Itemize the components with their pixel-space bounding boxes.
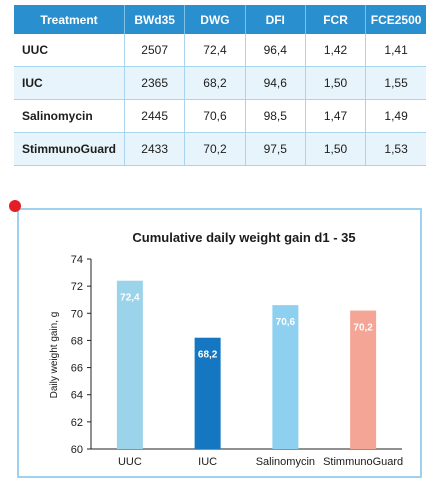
cell-fce2500: 1,41 [365,34,426,67]
bar-value-label: 68,2 [198,350,218,361]
cell-treatment: StimmunoGuard [14,132,125,166]
table-row: StimmunoGuard 2433 70,2 97,5 1,50 1,53 [14,132,426,166]
x-tick-label: StimmunoGuard [323,456,403,468]
y-tick-label: 70 [71,308,83,320]
red-dot-marker [9,200,21,212]
table-row: UUC 2507 72,4 96,4 1,42 1,41 [14,34,426,67]
bar-salinomycin [272,305,299,449]
y-axis-label: Daily weight gain, g [49,312,60,399]
y-tick-label: 74 [71,254,83,266]
cell-dfi: 98,5 [245,99,306,133]
bar-value-label: 72,4 [120,293,140,304]
cell-dfi: 94,6 [245,66,306,100]
x-tick-label: Salinomycin [256,456,315,468]
header-bwd35: BWd35 [124,5,186,34]
x-tick-label: UUC [118,456,142,468]
header-fcr: FCR [305,5,367,34]
y-axis-ticks: 60 62 64 66 68 70 72 74 [71,254,91,456]
x-tick-label: IUC [198,456,217,468]
cell-treatment: UUC [14,34,125,67]
cell-dwg: 70,6 [184,99,246,133]
cell-fcr: 1,50 [305,66,367,100]
cell-dwg: 72,4 [184,34,246,67]
y-tick-label: 66 [71,363,83,375]
table-header-row: Treatment BWd35 DWG DFI FCR FCE2500 [14,5,426,34]
cell-bwd35: 2433 [124,132,186,166]
cell-fce2500: 1,53 [365,132,426,166]
cell-fcr: 1,50 [305,132,367,166]
chart-title: Cumulative daily weight gain d1 - 35 [132,230,355,245]
cell-bwd35: 2365 [124,66,186,100]
y-tick-label: 72 [71,281,83,293]
cell-dfi: 96,4 [245,34,306,67]
cell-fce2500: 1,55 [365,66,426,100]
bar-iuc [194,337,221,449]
header-dwg: DWG [184,5,246,34]
y-tick-label: 62 [71,417,83,429]
header-treatment: Treatment [14,5,125,34]
cell-bwd35: 2507 [124,34,186,67]
y-tick-label: 68 [71,335,83,347]
cell-treatment: Salinomycin [14,99,125,133]
bar-value-label: 70,6 [276,317,296,328]
y-tick-label: 64 [71,390,83,402]
results-table: Treatment BWd35 DWG DFI FCR FCE2500 UUC … [14,5,426,166]
bar-uuc [116,280,143,449]
bar-stimmunoguard [350,310,377,449]
table-row: Salinomycin 2445 70,6 98,5 1,47 1,49 [14,99,426,133]
cell-bwd35: 2445 [124,99,186,133]
cell-treatment: IUC [14,66,125,100]
x-axis-ticks: UUC IUC Salinomycin StimmunoGuard [118,456,403,468]
cell-dfi: 97,5 [245,132,306,166]
header-dfi: DFI [245,5,306,34]
cell-fcr: 1,47 [305,99,367,133]
table-row: IUC 2365 68,2 94,6 1,50 1,55 [14,66,426,100]
cell-fce2500: 1,49 [365,99,426,133]
y-tick-label: 60 [71,444,83,456]
header-fce2500: FCE2500 [365,5,426,34]
cell-dwg: 70,2 [184,132,246,166]
cell-dwg: 68,2 [184,66,246,100]
cell-fcr: 1,42 [305,34,367,67]
bar-value-label: 70,2 [353,323,373,334]
bars: 72,4 68,2 70,6 70,2 [116,280,377,449]
